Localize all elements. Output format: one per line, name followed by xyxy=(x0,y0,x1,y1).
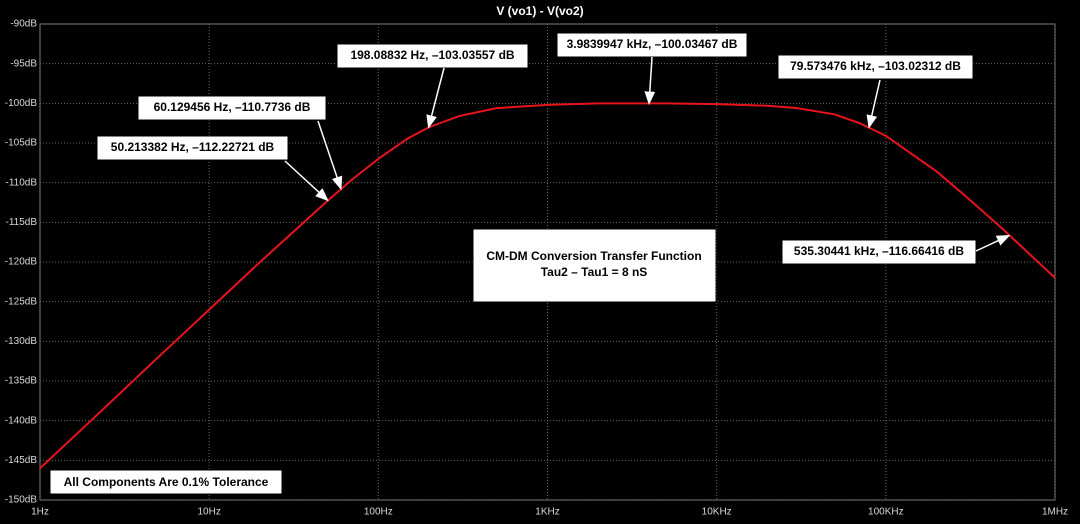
note: All Components Are 0.1% Tolerance xyxy=(64,475,269,489)
y-tick-label: -115dB xyxy=(5,217,37,228)
y-tick-label: -130dB xyxy=(5,336,38,347)
annotation-arrow xyxy=(426,67,445,129)
y-tick-label: -135dB xyxy=(5,376,38,387)
y-tick-label: -145dB xyxy=(5,455,38,466)
x-tick-label: 100KHz xyxy=(868,507,904,518)
annotation-arrow xyxy=(317,120,343,191)
x-tick-label: 1KHz xyxy=(535,507,559,518)
annotation-arrow xyxy=(644,56,656,105)
annotation-arrow xyxy=(975,234,1011,252)
x-tick-label: 1Hz xyxy=(31,507,49,518)
annotation-arrow xyxy=(866,79,881,129)
x-tick-label: 1MHz xyxy=(1042,507,1068,518)
note-box xyxy=(472,228,717,303)
plot xyxy=(39,102,1056,470)
annotation-label: 50.213382 Hz, –112.22721 dB xyxy=(111,140,275,154)
y-tick-label: -150dB xyxy=(5,495,38,506)
annotation-box xyxy=(96,135,289,161)
y-tick-label: -120dB xyxy=(5,257,38,268)
note-box xyxy=(49,469,283,495)
chart-title: V (vo1) - V(vo2) xyxy=(496,4,583,18)
annotation-box xyxy=(777,54,974,80)
note: CM-DM Conversion Transfer Function xyxy=(486,249,701,263)
y-tick-label: -95dB xyxy=(10,58,37,69)
annotation-label: 3.9839947 kHz, –100.03467 dB xyxy=(567,37,738,51)
annotation-arrow xyxy=(284,160,329,202)
annotation-label: 60.129456 Hz, –110.7736 dB xyxy=(154,100,311,114)
y-tick-label: -100dB xyxy=(5,98,38,109)
grid xyxy=(39,23,1056,501)
note: Tau2 – Tau1 = 8 nS xyxy=(541,265,648,279)
y-tick-label: -140dB xyxy=(5,415,38,426)
x-tick-label: 100Hz xyxy=(364,507,393,518)
x-tick-label: 10Hz xyxy=(197,507,220,518)
annotation-label: 79.573476 kHz, –103.02312 dB xyxy=(790,59,961,73)
x-tick-label: 10KHz xyxy=(702,507,732,518)
annotation-box xyxy=(781,239,977,265)
data-line xyxy=(39,102,1056,470)
annotation-box xyxy=(556,32,748,58)
y-tick-label: -90dB xyxy=(10,19,37,30)
annotation-box xyxy=(137,95,327,121)
y-tick-label: -110dB xyxy=(5,177,37,188)
annotation-label: 198.08832 Hz, –103.03557 dB xyxy=(350,48,514,62)
y-tick-label: -105dB xyxy=(5,138,38,149)
y-tick-label: -125dB xyxy=(5,296,38,307)
annotation-box xyxy=(336,43,529,69)
annotation-label: 535.30441 kHz, –116.66416 dB xyxy=(794,244,964,258)
